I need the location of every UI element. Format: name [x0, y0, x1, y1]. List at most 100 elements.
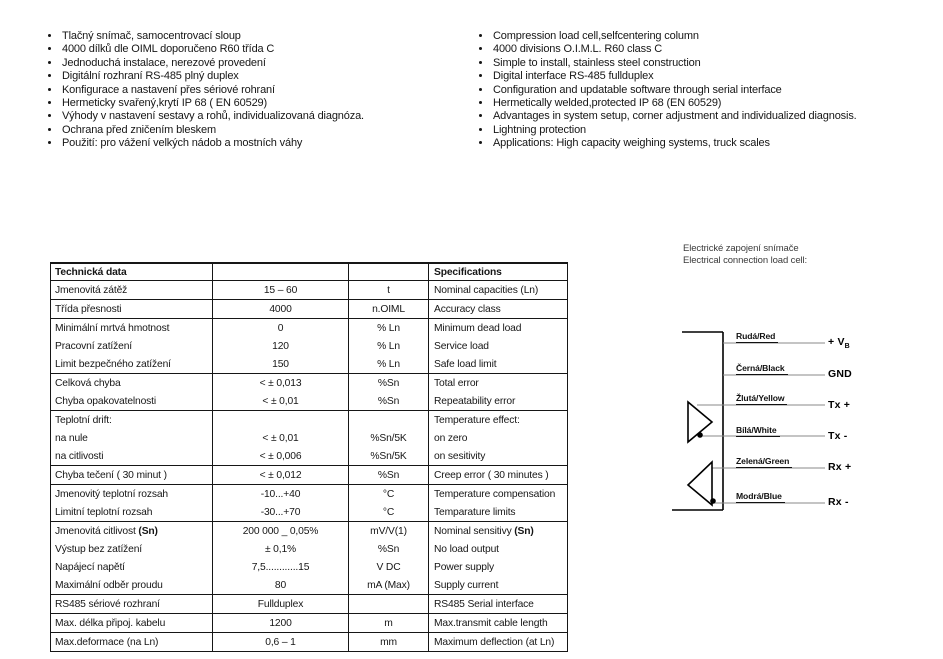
cell-english: Creep error ( 30 minutes ) [428, 465, 568, 485]
wire-label: Rudá/Red [736, 331, 779, 343]
cell-value: 80 [212, 576, 349, 595]
signal-label: Rx + [828, 461, 851, 473]
signal-label: GND [828, 368, 852, 380]
cell-unit: %Sn/5K [348, 429, 429, 447]
table-row: Max.deformace (na Ln) 0,6 – 1 mm Maximum… [50, 632, 568, 652]
tx-inverting-dot [697, 432, 703, 438]
signal-text: Rx + [828, 461, 852, 473]
cell-czech: Maximální odběr proudu [50, 576, 213, 595]
cell-value: Fullduplex [212, 594, 349, 614]
cell-unit: mA (Max) [348, 576, 429, 595]
cell-english: on zero [428, 429, 568, 447]
cell-unit: n.OIML [348, 299, 429, 319]
cell-english: Temperature compensation [428, 484, 568, 503]
cell-czech: Limitní teplotní rozsah [50, 503, 213, 522]
cell-value [212, 410, 349, 429]
cell-czech: Max. délka připoj. kabelu [50, 613, 213, 633]
cell-english: Minimum dead load [428, 318, 568, 337]
cell-value: 7,5............15 [212, 558, 349, 576]
cell-value: < ± 0,013 [212, 373, 349, 392]
cell-value: 120 [212, 337, 349, 355]
table-row: Třída přesnosti 4000 n.OIML Accuracy cla… [50, 299, 568, 319]
cell-english: Service load [428, 337, 568, 355]
feature-item: Simple to install, stainless steel const… [492, 57, 884, 70]
features-list-czech: Tlačný snímač, samocentrovací sloup 4000… [46, 30, 491, 151]
cell-english: Repeatability error [428, 392, 568, 411]
signal-text: Rx - [828, 496, 849, 508]
cell-unit: %Sn [348, 392, 429, 411]
feature-item: Ochrana před zničením bleskem [61, 124, 491, 137]
cell-czech: Pracovní zatížení [50, 337, 213, 355]
cell-unit: m [348, 613, 429, 633]
cell-english: Supply current [428, 576, 568, 595]
cell-value: 4000 [212, 299, 349, 319]
cell-text-bold: (Sn) [514, 525, 534, 537]
cell-value: 150 [212, 355, 349, 374]
cell-value: < ± 0,01 [212, 392, 349, 411]
cell-czech: Výstup bez zatížení [50, 540, 213, 558]
cell-value: < ± 0,01 [212, 429, 349, 447]
table-header-value [212, 263, 349, 281]
cell-unit: mV/V(1) [348, 521, 429, 540]
cell-text: Nominal sensitivy [434, 525, 515, 537]
cell-unit: %Sn [348, 373, 429, 392]
cell-value: 15 – 60 [212, 280, 349, 300]
cell-english: Accuracy class [428, 299, 568, 319]
cell-czech: Limit bezpečného zatížení [50, 355, 213, 374]
cell-unit: °C [348, 484, 429, 503]
cell-value: 1200 [212, 613, 349, 633]
cell-value: < ± 0,012 [212, 465, 349, 485]
cell-english: Power supply [428, 558, 568, 576]
cell-english: Maximum deflection (at Ln) [428, 632, 568, 652]
feature-item: Compression load cell,selfcentering colu… [492, 30, 884, 43]
cell-value: 0,6 – 1 [212, 632, 349, 652]
cell-czech: Teplotní drift: [50, 410, 213, 429]
cell-unit: % Ln [348, 318, 429, 337]
signal-text: + V [828, 336, 845, 348]
cell-english: Temparature limits [428, 503, 568, 522]
cell-unit: V DC [348, 558, 429, 576]
feature-item: Konfigurace a nastavení přes sériové roh… [61, 84, 491, 97]
cell-czech: Chyba opakovatelnosti [50, 392, 213, 411]
cell-czech: Jmenovitá zátěž [50, 280, 213, 300]
cell-unit: mm [348, 632, 429, 652]
cell-english: Temperature effect: [428, 410, 568, 429]
feature-item: Výhody v nastavení sestavy a rohů, indiv… [61, 110, 491, 123]
cell-czech: Napájecí napětí [50, 558, 213, 576]
table-row: Jmenovitá zátěž 15 – 60 t Nominal capaci… [50, 280, 568, 300]
table-row: Chyba tečení ( 30 minut ) < ± 0,012 %Sn … [50, 465, 568, 485]
table-row: Jmenovitý teplotní rozsah -10...+40 °C T… [50, 484, 568, 503]
diagram-title-english: Electrical connection load cell: [683, 254, 808, 266]
table-row: Výstup bez zatížení ± 0,1% %Sn No load o… [50, 540, 568, 558]
signal-label: Rx - [828, 496, 849, 508]
table-row: Jmenovitá citlivost (Sn) 200 000 _ 0,05%… [50, 521, 568, 540]
table-row: Celková chyba < ± 0,013 %Sn Total error [50, 373, 568, 392]
cell-czech: Jmenovitá citlivost (Sn) [50, 521, 213, 540]
signal-label: Tx + [828, 399, 850, 411]
table-row: RS485 sériové rozhraní Fullduplex RS485 … [50, 594, 568, 614]
cell-english: Nominal capacities (Ln) [428, 280, 568, 300]
cell-unit: %Sn [348, 540, 429, 558]
cell-value: 0 [212, 318, 349, 337]
cell-czech: Jmenovitý teplotní rozsah [50, 484, 213, 503]
signal-label: Tx - [828, 430, 847, 442]
table-row: Maximální odběr proudu 80 mA (Max) Suppl… [50, 576, 568, 595]
signal-text: GND [828, 368, 852, 380]
cell-czech: Max.deformace (na Ln) [50, 632, 213, 652]
feature-item: Digitální rozhraní RS-485 plný duplex [61, 70, 491, 83]
table-row: na nule < ± 0,01 %Sn/5K on zero [50, 429, 568, 447]
wire-label: Žlutá/Yellow [736, 393, 788, 405]
signal-text: Tx - [828, 430, 848, 442]
feature-item: Hermeticky svařený,krytí IP 68 ( EN 6052… [61, 97, 491, 110]
feature-item: Použití: pro vážení velkých nádob a most… [61, 137, 491, 150]
cell-english: RS485 Serial interface [428, 594, 568, 614]
table-header-english: Specifications [428, 263, 568, 281]
diagram-title: Electrické zapojení snímače Electrical c… [683, 243, 807, 266]
cell-english: on sesitivity [428, 447, 568, 466]
cell-unit: % Ln [348, 355, 429, 374]
table-header-czech: Technická data [50, 263, 213, 281]
cell-unit: t [348, 280, 429, 300]
cell-czech: na nule [50, 429, 213, 447]
cell-value: -10...+40 [212, 484, 349, 503]
cell-unit: %Sn [348, 465, 429, 485]
